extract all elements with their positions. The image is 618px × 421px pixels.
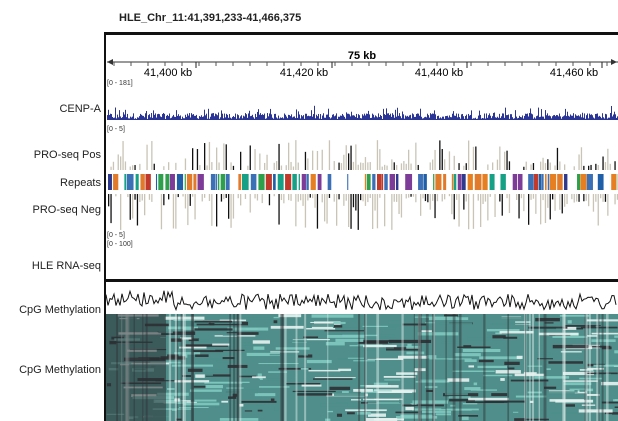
range-proseq-pos: [0 - 5]	[107, 126, 125, 133]
track-label-proseq-neg: PRO-seq Neg	[32, 204, 101, 216]
ruler-tick-label: 41,440 kb	[415, 67, 463, 78]
track-label-cpg-heat: CpG Methylation	[19, 364, 101, 376]
cpg-heatmap-track	[106, 314, 618, 421]
ruler-left-arrow	[107, 59, 113, 65]
track-label-cpg-line: CpG Methylation	[19, 304, 101, 316]
ruler-right-arrow	[611, 59, 617, 65]
ruler-tick-label: 41,460 kb	[550, 67, 598, 78]
track-label-cenpa: CENP-A	[59, 103, 101, 115]
track-label-repeats: Repeats	[60, 177, 101, 189]
range-proseq-neg: [0 - 5]	[107, 232, 125, 239]
span-label: 75 kb	[348, 50, 376, 62]
ruler-tick-label: 41,420 kb	[280, 67, 328, 78]
repeats-track	[108, 174, 618, 190]
genome-ruler: 75 kb 41,400 kb 41,420 kb 41,440 kb 41,460 …	[104, 32, 618, 78]
proseq-pos-track	[110, 140, 616, 170]
cpg-line-track	[105, 289, 617, 312]
track-label-rnaseq: HLE RNA-seq	[31, 260, 101, 272]
locus-title: HLE_Chr_11:41,391,233-41,466,375	[119, 12, 302, 24]
rnaseq-divider	[104, 279, 618, 282]
proseq-neg-track	[108, 194, 618, 230]
track-label-proseq-pos: PRO-seq Pos	[33, 149, 101, 161]
ruler-tick-label: 41,400 kb	[144, 67, 192, 78]
track-panel[interactable]	[104, 78, 618, 421]
cenpa-track	[107, 105, 618, 120]
range-cenpa: [0 - 181]	[107, 80, 133, 87]
range-rnaseq: [0 - 100]	[107, 241, 133, 248]
